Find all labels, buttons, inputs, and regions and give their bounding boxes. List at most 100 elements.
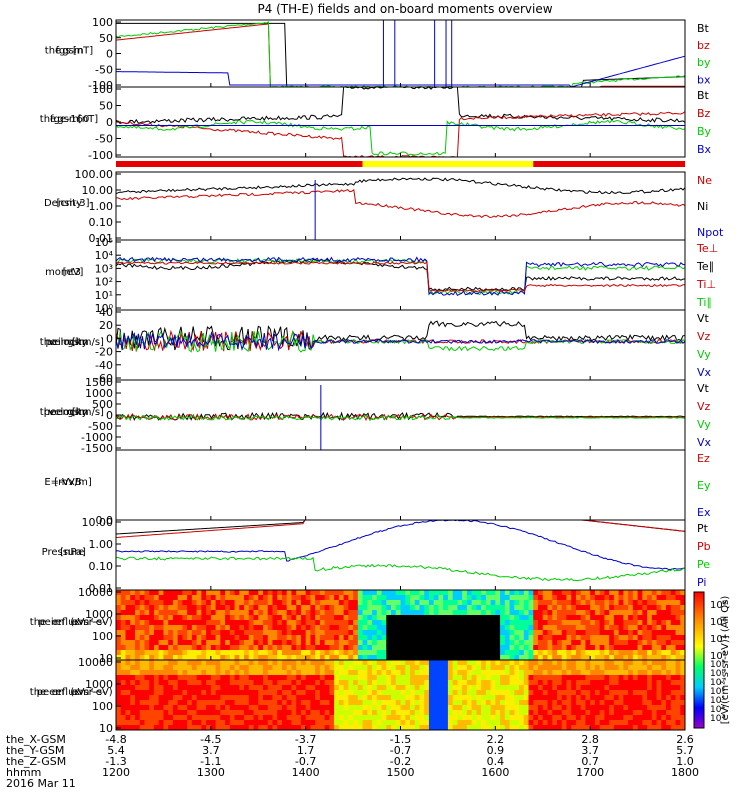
spectrogram-cell (594, 710, 601, 716)
spectrogram-cell (604, 645, 610, 651)
spectrogram-cell (116, 620, 122, 626)
spectrogram-cell (258, 690, 264, 696)
series-line-ni (115, 177, 686, 195)
spectrogram-cell (481, 725, 487, 731)
spectrogram-cell (405, 605, 411, 611)
spectrogram-cell (229, 700, 236, 706)
spectrogram-cell (599, 610, 605, 616)
spectrogram-cell (538, 655, 544, 661)
spectrogram-cell (139, 710, 145, 716)
spectrogram-cell (196, 665, 202, 671)
spectrogram-cell (182, 680, 188, 686)
spectrogram-cell (500, 665, 506, 671)
spectrogram-cell (338, 665, 345, 671)
spectrogram-cell (381, 590, 387, 596)
spectrogram-cell (201, 690, 207, 696)
spectrogram-cell (481, 615, 487, 621)
spectrogram-cell (196, 695, 202, 701)
spectrogram-cell (191, 615, 198, 621)
spectrogram-cell (528, 635, 534, 641)
spectrogram-cell (163, 700, 169, 706)
spectrogram-cell (386, 625, 392, 631)
spectrogram-cell (409, 690, 416, 696)
spectrogram-cell (666, 685, 672, 691)
spectrogram-cell (357, 680, 364, 686)
spectrogram-cell (315, 640, 321, 646)
spectrogram-cell (177, 665, 183, 671)
spectrogram-cell (334, 715, 340, 721)
spectrogram-cell (490, 640, 496, 646)
spectrogram-cell (504, 660, 511, 666)
spectrogram-cell (542, 715, 548, 721)
spectrogram-cell (414, 635, 420, 641)
spectrogram-cell (666, 665, 672, 671)
spectrogram-cell (533, 610, 539, 616)
spectrogram-cell (196, 600, 202, 606)
spectrogram-cell (201, 610, 207, 616)
y-axis-label-line: en (52, 687, 65, 698)
spectrogram-cell (490, 670, 496, 676)
spectrogram-cell (281, 605, 288, 611)
spectrogram-cell (618, 615, 624, 621)
spectrogram-cell (523, 660, 530, 666)
spectrogram-cell (210, 660, 217, 666)
spectrogram-cell (452, 630, 458, 636)
spectrogram-cell (210, 655, 217, 661)
spectrogram-cell (210, 670, 217, 676)
spectrogram-cell (130, 670, 136, 676)
spectrogram-cell (462, 675, 468, 681)
spectrogram-cell (424, 650, 430, 656)
spectrogram-cell (353, 680, 359, 686)
spectrogram-cell (571, 615, 577, 621)
spectrogram-cell (139, 605, 145, 611)
spectrogram-cell (120, 665, 126, 671)
spectrogram-cell (334, 630, 340, 636)
spectrogram-cell (628, 620, 634, 626)
spectrogram-cell (400, 695, 406, 701)
spectrogram-cell (538, 710, 544, 716)
y-tick-label: 10 (99, 722, 113, 735)
spectrogram-cell (481, 645, 487, 651)
spectrogram-cell (575, 615, 582, 621)
spectrogram-cell (618, 640, 624, 646)
spectrogram-cell (661, 665, 667, 671)
spectrogram-cell (305, 670, 311, 676)
spectrogram-cell (580, 605, 586, 611)
spectrogram-cell (438, 590, 444, 596)
spectrogram-cell (452, 685, 458, 691)
spectrogram-cell (613, 645, 620, 651)
spectrogram-cell (258, 615, 264, 621)
spectrogram-cell (196, 700, 202, 706)
spectrogram-cell (528, 660, 534, 666)
spectrogram-cell (552, 600, 558, 606)
spectrogram-cell (680, 720, 686, 726)
y-axis-label-line: Density (44, 198, 82, 209)
spectrogram-cell (310, 700, 316, 706)
spectrogram-cell (623, 715, 629, 721)
spectrogram-cell (149, 720, 155, 726)
spectrogram-cell (391, 605, 397, 611)
spectrogram-cell (623, 720, 629, 726)
spectrogram-cell (561, 625, 567, 631)
spectrogram-cell (391, 600, 397, 606)
spectrogram-cell (338, 695, 345, 701)
spectrogram-cell (599, 600, 605, 606)
spectrogram-cell (353, 645, 359, 651)
spectrogram-cell (628, 610, 634, 616)
spectrogram-cell (158, 710, 164, 716)
spectrogram-cell (267, 610, 273, 616)
spectrogram-cell (661, 720, 667, 726)
spectrogram-cell (566, 685, 572, 691)
spectrogram-cell (386, 670, 392, 676)
spectrogram-cell (395, 705, 401, 711)
spectrogram-cell (125, 620, 131, 626)
spectrogram-cell (281, 705, 288, 711)
spectrogram-cell (120, 660, 126, 666)
spectrogram-cell (400, 660, 406, 666)
spectrogram-cell (376, 650, 383, 656)
spectrogram-cell (315, 680, 321, 686)
spectrogram-cell (286, 705, 292, 711)
spectrogram-cell (353, 670, 359, 676)
spectrogram-cell (158, 655, 164, 661)
spectrogram-cell (367, 640, 373, 646)
